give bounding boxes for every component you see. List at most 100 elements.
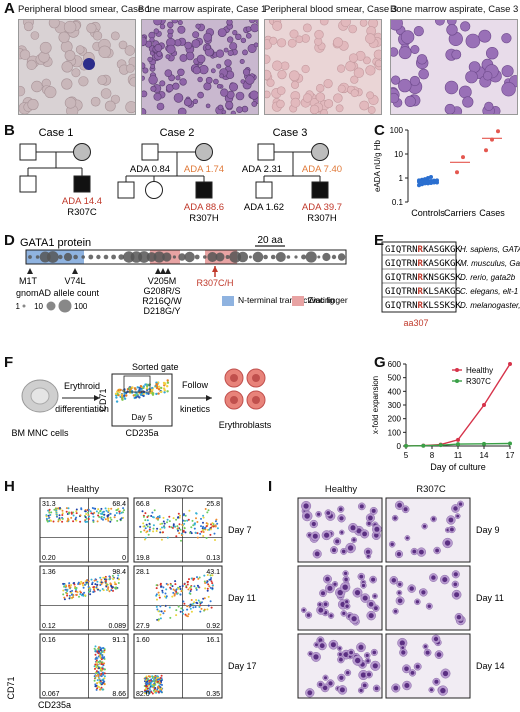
cell: [350, 75, 359, 84]
nucleus: [328, 681, 333, 686]
nucleus: [372, 650, 377, 655]
quadrant-ul: 1.36: [42, 569, 56, 576]
flow-event: [146, 687, 149, 690]
flow-event: [112, 577, 115, 580]
flow-event: [131, 386, 134, 389]
nucleus: [374, 533, 379, 538]
cell: [345, 60, 356, 72]
flow-event: [89, 588, 92, 591]
flow-grid: 31.3 68.4 0.20 0 66.8 25.8 19.8 0.13 Day 7 1.36 98…: [6, 497, 257, 710]
flow-event: [162, 520, 165, 523]
nucleus: [313, 654, 319, 660]
nucleus: [409, 586, 414, 591]
cell: [242, 49, 248, 56]
flow-event: [201, 527, 204, 530]
cell: [245, 26, 252, 32]
variant-m1t: M1T: [19, 276, 38, 286]
y-tick-label: 400: [388, 387, 402, 396]
flow-event: [148, 692, 151, 695]
flow-event: [103, 672, 106, 675]
cell: [241, 105, 249, 113]
nucleus: [404, 683, 410, 688]
cell: [246, 33, 252, 39]
allele-bubble: [225, 255, 230, 259]
nucleus: [374, 606, 378, 611]
nucleus: [390, 542, 394, 546]
flow-event: [107, 507, 110, 510]
quadrant-ul: 28.1: [136, 569, 150, 576]
flow-event: [74, 590, 77, 593]
nucleus: [339, 507, 343, 511]
flow-event: [108, 590, 111, 593]
cell: [323, 78, 333, 89]
flow-event: [211, 574, 214, 577]
cell: [315, 83, 325, 93]
legend-zf-swatch: [292, 296, 304, 306]
x-tick-label: 8: [430, 451, 435, 460]
flow-event: [70, 597, 73, 600]
flow-event: [123, 392, 126, 395]
flow-event: [201, 529, 204, 532]
flow-event: [142, 394, 145, 398]
flow-event: [209, 574, 212, 577]
quadrant-ur: 43.1: [206, 569, 220, 576]
nucleus: [354, 590, 361, 596]
flow-event: [97, 674, 100, 676]
nucleus: [406, 536, 409, 540]
flow-event: [143, 529, 146, 532]
flow-event: [168, 520, 171, 523]
flow-event: [175, 609, 178, 612]
flow-event: [172, 517, 175, 520]
flow-event: [56, 515, 58, 518]
flow-event: [117, 389, 120, 392]
cell: [221, 109, 227, 114]
flow-event: [114, 514, 116, 517]
alignment-sequence: GIQTRNRKLSSKSK: [385, 301, 461, 311]
flow-event: [99, 510, 102, 513]
flow-event: [101, 513, 104, 515]
nucleus: [415, 600, 420, 604]
cell: [413, 26, 424, 37]
cell: [110, 31, 120, 41]
flow-event: [75, 516, 78, 519]
cell: [216, 63, 222, 69]
flow-event: [99, 589, 102, 592]
flow-event: [155, 530, 158, 532]
case2-father-ada: ADA 0.84: [130, 164, 170, 175]
cell: [240, 79, 246, 84]
flow-event: [100, 658, 103, 661]
data-point: [426, 176, 430, 180]
flow-event: [202, 531, 205, 533]
nucleus: [325, 576, 330, 582]
quadrant-ll: 0.067: [42, 691, 60, 698]
flow-event: [204, 508, 207, 510]
cell: [391, 92, 400, 104]
variant-v74l: V74L: [64, 276, 85, 286]
flow-event: [155, 392, 158, 396]
flow-event: [70, 511, 73, 514]
flow-event: [200, 607, 203, 610]
flow-event: [150, 515, 153, 517]
flow-event: [102, 681, 104, 684]
cell: [205, 103, 211, 109]
cell: [195, 23, 201, 29]
flow-event: [202, 516, 205, 519]
flow-event: [46, 519, 49, 522]
flow-event: [210, 523, 212, 526]
scale-bar-label: 20 aa: [257, 235, 282, 246]
flow-event: [80, 508, 83, 511]
allele-bubble: [263, 254, 268, 260]
flow-event: [176, 592, 179, 595]
nucleus: [433, 636, 439, 642]
cell: [192, 31, 200, 39]
cell: [230, 110, 236, 114]
cell: [31, 80, 43, 93]
flow-event: [205, 537, 208, 539]
cell: [177, 25, 186, 34]
y-tick-label: 0: [397, 442, 402, 451]
flow-event: [182, 519, 185, 522]
mini-y-label: CD71: [98, 388, 108, 411]
cell: [64, 50, 76, 61]
flow-event: [63, 585, 66, 588]
nucleus: [440, 687, 446, 694]
